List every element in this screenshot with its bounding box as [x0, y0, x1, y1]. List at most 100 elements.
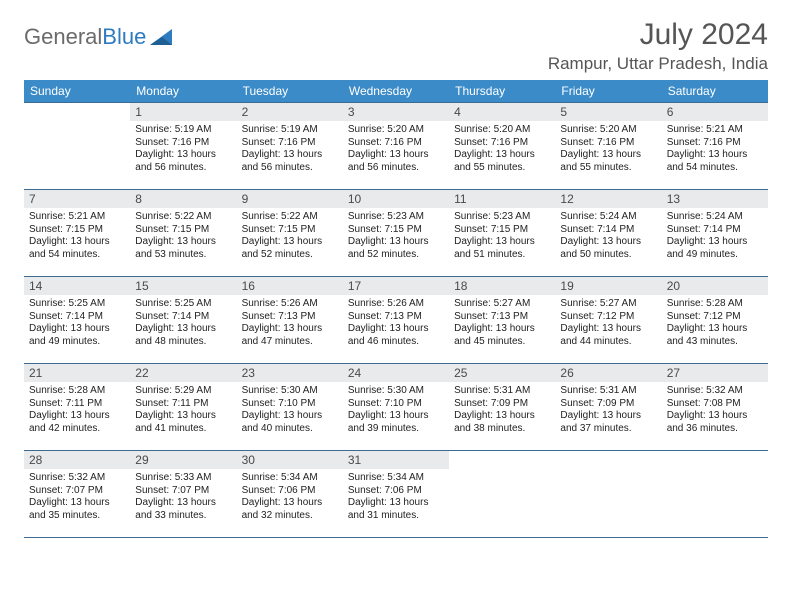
calendar-cell: 3Sunrise: 5:20 AMSunset: 7:16 PMDaylight… — [343, 103, 449, 190]
sunset-text: Sunset: 7:15 PM — [348, 224, 444, 237]
sunrise-text: Sunrise: 5:31 AM — [454, 385, 550, 398]
sunrise-text: Sunrise: 5:32 AM — [29, 472, 125, 485]
daylight-line1: Daylight: 13 hours — [454, 323, 550, 336]
sunrise-text: Sunrise: 5:26 AM — [242, 298, 338, 311]
daylight-line1: Daylight: 13 hours — [242, 497, 338, 510]
daylight-line1: Daylight: 13 hours — [29, 236, 125, 249]
sunrise-text: Sunrise: 5:19 AM — [135, 124, 231, 137]
calendar-cell: 24Sunrise: 5:30 AMSunset: 7:10 PMDayligh… — [343, 364, 449, 451]
day-details: Sunrise: 5:33 AMSunset: 7:07 PMDaylight:… — [130, 469, 236, 522]
sunset-text: Sunset: 7:15 PM — [454, 224, 550, 237]
sunset-text: Sunset: 7:16 PM — [348, 137, 444, 150]
daylight-line2: and 55 minutes. — [560, 162, 656, 175]
daylight-line2: and 52 minutes. — [348, 249, 444, 262]
calendar-cell: 4Sunrise: 5:20 AMSunset: 7:16 PMDaylight… — [449, 103, 555, 190]
daylight-line2: and 33 minutes. — [135, 510, 231, 523]
sunrise-text: Sunrise: 5:32 AM — [667, 385, 763, 398]
calendar-cell: 22Sunrise: 5:29 AMSunset: 7:11 PMDayligh… — [130, 364, 236, 451]
calendar-cell: 9Sunrise: 5:22 AMSunset: 7:15 PMDaylight… — [237, 190, 343, 277]
day-number: 19 — [555, 277, 661, 295]
calendar-cell: 27Sunrise: 5:32 AMSunset: 7:08 PMDayligh… — [662, 364, 768, 451]
daylight-line1: Daylight: 13 hours — [135, 323, 231, 336]
sunrise-text: Sunrise: 5:34 AM — [242, 472, 338, 485]
sunrise-text: Sunrise: 5:22 AM — [242, 211, 338, 224]
calendar-cell: .. — [24, 103, 130, 190]
sunrise-text: Sunrise: 5:29 AM — [135, 385, 231, 398]
calendar-cell: 7Sunrise: 5:21 AMSunset: 7:15 PMDaylight… — [24, 190, 130, 277]
day-details: Sunrise: 5:30 AMSunset: 7:10 PMDaylight:… — [343, 382, 449, 435]
daylight-line1: Daylight: 13 hours — [560, 149, 656, 162]
day-details: Sunrise: 5:23 AMSunset: 7:15 PMDaylight:… — [449, 208, 555, 261]
sunset-text: Sunset: 7:15 PM — [135, 224, 231, 237]
sunset-text: Sunset: 7:13 PM — [454, 311, 550, 324]
sunrise-text: Sunrise: 5:34 AM — [348, 472, 444, 485]
daylight-line2: and 40 minutes. — [242, 423, 338, 436]
day-details: Sunrise: 5:30 AMSunset: 7:10 PMDaylight:… — [237, 382, 343, 435]
calendar-week: 14Sunrise: 5:25 AMSunset: 7:14 PMDayligh… — [24, 277, 768, 364]
sunset-text: Sunset: 7:14 PM — [560, 224, 656, 237]
sunrise-text: Sunrise: 5:20 AM — [560, 124, 656, 137]
day-details: Sunrise: 5:27 AMSunset: 7:13 PMDaylight:… — [449, 295, 555, 348]
calendar-cell: 23Sunrise: 5:30 AMSunset: 7:10 PMDayligh… — [237, 364, 343, 451]
day-number: 1 — [130, 103, 236, 121]
daylight-line1: Daylight: 13 hours — [135, 497, 231, 510]
calendar-cell: 14Sunrise: 5:25 AMSunset: 7:14 PMDayligh… — [24, 277, 130, 364]
day-number: 24 — [343, 364, 449, 382]
calendar-cell: 18Sunrise: 5:27 AMSunset: 7:13 PMDayligh… — [449, 277, 555, 364]
calendar-week: ..1Sunrise: 5:19 AMSunset: 7:16 PMDaylig… — [24, 103, 768, 190]
day-number: 13 — [662, 190, 768, 208]
daylight-line2: and 48 minutes. — [135, 336, 231, 349]
day-number: 20 — [662, 277, 768, 295]
daylight-line2: and 55 minutes. — [454, 162, 550, 175]
sunset-text: Sunset: 7:06 PM — [348, 485, 444, 498]
day-details: Sunrise: 5:34 AMSunset: 7:06 PMDaylight:… — [343, 469, 449, 522]
sunrise-text: Sunrise: 5:33 AM — [135, 472, 231, 485]
daylight-line2: and 42 minutes. — [29, 423, 125, 436]
daylight-line1: Daylight: 13 hours — [667, 323, 763, 336]
sunset-text: Sunset: 7:15 PM — [29, 224, 125, 237]
daylight-line2: and 49 minutes. — [667, 249, 763, 262]
daylight-line2: and 35 minutes. — [29, 510, 125, 523]
sunrise-text: Sunrise: 5:25 AM — [135, 298, 231, 311]
calendar-page: GeneralBlue July 2024 Rampur, Uttar Prad… — [0, 0, 792, 538]
daylight-line2: and 45 minutes. — [454, 336, 550, 349]
day-details: Sunrise: 5:31 AMSunset: 7:09 PMDaylight:… — [449, 382, 555, 435]
day-details: Sunrise: 5:25 AMSunset: 7:14 PMDaylight:… — [24, 295, 130, 348]
calendar-cell: 15Sunrise: 5:25 AMSunset: 7:14 PMDayligh… — [130, 277, 236, 364]
calendar-cell: 30Sunrise: 5:34 AMSunset: 7:06 PMDayligh… — [237, 451, 343, 538]
daylight-line1: Daylight: 13 hours — [29, 323, 125, 336]
daylight-line2: and 56 minutes. — [135, 162, 231, 175]
sunrise-text: Sunrise: 5:23 AM — [348, 211, 444, 224]
day-details: Sunrise: 5:31 AMSunset: 7:09 PMDaylight:… — [555, 382, 661, 435]
day-number: 31 — [343, 451, 449, 469]
month-title: July 2024 — [548, 18, 768, 52]
sunrise-text: Sunrise: 5:24 AM — [667, 211, 763, 224]
calendar-week: 21Sunrise: 5:28 AMSunset: 7:11 PMDayligh… — [24, 364, 768, 451]
daylight-line1: Daylight: 13 hours — [135, 149, 231, 162]
daylight-line2: and 50 minutes. — [560, 249, 656, 262]
day-number: 25 — [449, 364, 555, 382]
daylight-line1: Daylight: 13 hours — [242, 323, 338, 336]
day-number: 10 — [343, 190, 449, 208]
day-number: 7 — [24, 190, 130, 208]
calendar-cell: .. — [449, 451, 555, 538]
daylight-line1: Daylight: 13 hours — [242, 236, 338, 249]
sunset-text: Sunset: 7:16 PM — [242, 137, 338, 150]
day-number: 9 — [237, 190, 343, 208]
calendar-cell: 16Sunrise: 5:26 AMSunset: 7:13 PMDayligh… — [237, 277, 343, 364]
day-number: 11 — [449, 190, 555, 208]
sunrise-text: Sunrise: 5:23 AM — [454, 211, 550, 224]
calendar-cell: 1Sunrise: 5:19 AMSunset: 7:16 PMDaylight… — [130, 103, 236, 190]
day-details: Sunrise: 5:19 AMSunset: 7:16 PMDaylight:… — [130, 121, 236, 174]
day-number: 23 — [237, 364, 343, 382]
daylight-line2: and 53 minutes. — [135, 249, 231, 262]
sunrise-text: Sunrise: 5:31 AM — [560, 385, 656, 398]
calendar-cell: 28Sunrise: 5:32 AMSunset: 7:07 PMDayligh… — [24, 451, 130, 538]
sunrise-text: Sunrise: 5:28 AM — [667, 298, 763, 311]
day-number: 8 — [130, 190, 236, 208]
calendar-cell: 21Sunrise: 5:28 AMSunset: 7:11 PMDayligh… — [24, 364, 130, 451]
daylight-line1: Daylight: 13 hours — [348, 236, 444, 249]
day-header-row: Sunday Monday Tuesday Wednesday Thursday… — [24, 80, 768, 103]
day-header: Tuesday — [237, 80, 343, 103]
logo-sail-icon — [150, 28, 174, 46]
